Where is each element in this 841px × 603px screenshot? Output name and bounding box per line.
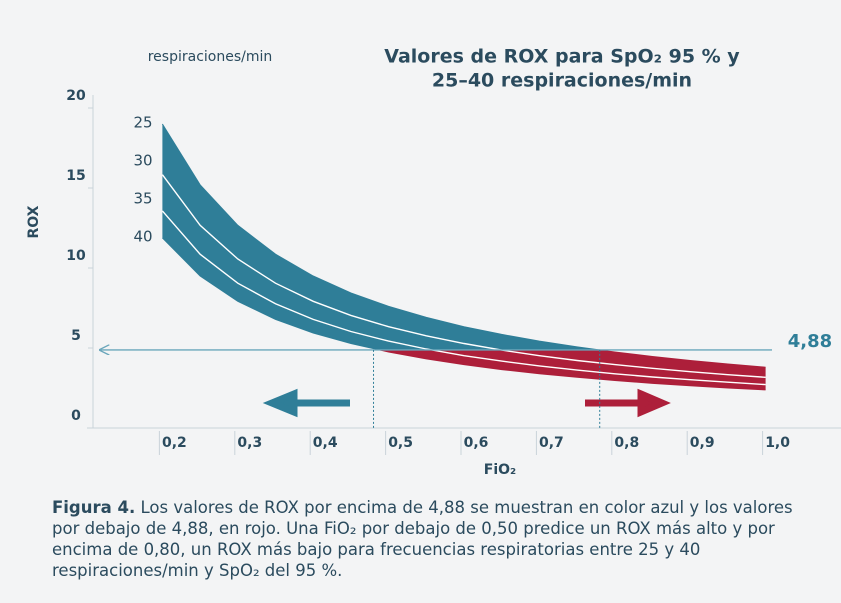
x-axis-label: FiO₂ bbox=[484, 462, 516, 478]
series-label: 35 bbox=[133, 190, 152, 208]
series-edge bbox=[595, 349, 766, 368]
right-arrow bbox=[585, 388, 671, 418]
x-tick-label: 0,5 bbox=[388, 435, 413, 451]
x-tick-label: 0,2 bbox=[162, 435, 187, 451]
y-tick-label: 0 bbox=[71, 408, 81, 424]
y-tick-label: 15 bbox=[66, 168, 85, 184]
caption: Figura 4. Los valores de ROX por encima … bbox=[52, 497, 822, 581]
x-tick-label: 1,0 bbox=[765, 435, 790, 451]
series-edge bbox=[161, 123, 604, 350]
x-tick-label: 0,3 bbox=[237, 435, 262, 451]
x-tick-label: 0,9 bbox=[690, 435, 715, 451]
series-label: 30 bbox=[133, 152, 152, 170]
caption-text: Los valores de ROX por encima de 4,88 se… bbox=[52, 498, 793, 580]
x-tick-label: 0,6 bbox=[464, 435, 489, 451]
series-edge bbox=[377, 349, 766, 391]
y-tick-label: 5 bbox=[71, 328, 81, 344]
series-line bbox=[161, 210, 766, 386]
caption-label: Figura 4. bbox=[52, 498, 136, 517]
series-label: 25 bbox=[133, 114, 152, 132]
chart-title: Valores de ROX para SpO₂ 95 % y bbox=[384, 46, 740, 68]
x-tick-label: 0,4 bbox=[313, 435, 338, 451]
y-tick-label: 20 bbox=[66, 88, 86, 104]
chart-title: 25–40 respiraciones/min bbox=[432, 70, 692, 92]
threshold-label: 4,88 bbox=[788, 331, 832, 352]
y-tick-label: 10 bbox=[66, 248, 86, 264]
x-tick-label: 0,8 bbox=[614, 435, 639, 451]
left-arrow bbox=[262, 388, 350, 418]
series-edge bbox=[162, 237, 382, 350]
chart: respiraciones/min Valores de ROX para Sp… bbox=[26, 46, 841, 478]
band-above bbox=[162, 124, 600, 350]
y-axis-label: ROX bbox=[26, 205, 42, 238]
legend-title: respiraciones/min bbox=[148, 49, 273, 65]
x-tick-label: 0,7 bbox=[539, 435, 564, 451]
series-label: 40 bbox=[133, 228, 152, 246]
series-line bbox=[161, 174, 766, 378]
